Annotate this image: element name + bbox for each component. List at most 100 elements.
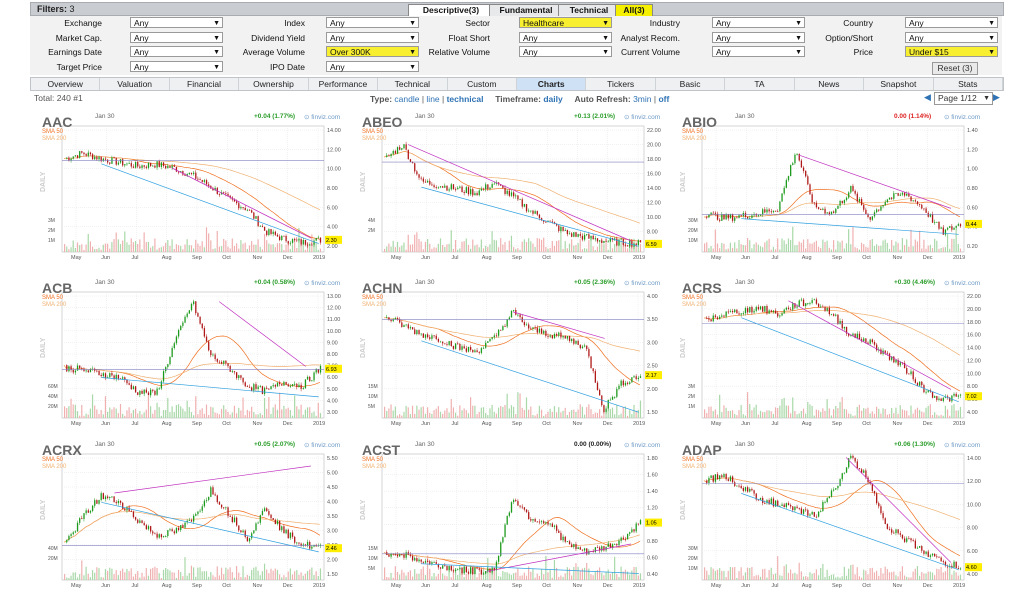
- filter-select-dividend-yield[interactable]: Any ▼: [326, 31, 419, 43]
- prev-page-icon[interactable]: ◀: [924, 92, 931, 102]
- volume-bar: [867, 407, 869, 418]
- ticker-symbol[interactable]: ADAP: [682, 442, 722, 458]
- volume-bar: [167, 240, 169, 252]
- volume-bar: [294, 571, 296, 580]
- ticker-symbol[interactable]: ACST: [362, 442, 401, 458]
- volume-bar: [934, 575, 936, 580]
- filter-select-price[interactable]: Under $15 ▼: [905, 46, 998, 57]
- view-tab-tickers[interactable]: Tickers: [586, 78, 656, 90]
- volume-bar: [109, 567, 111, 580]
- tab-descriptive[interactable]: Descriptive(3): [408, 4, 494, 16]
- stock-chart-acb[interactable]: 13.0012.0011.0010.009.008.007.006.005.00…: [32, 278, 352, 430]
- volume-bar: [205, 404, 208, 418]
- volume-bar: [294, 238, 296, 252]
- ticker-symbol[interactable]: ABIO: [682, 114, 717, 130]
- ticker-symbol[interactable]: ACRX: [42, 442, 82, 458]
- type-technical-link[interactable]: technical: [446, 94, 484, 104]
- candle: [566, 229, 569, 235]
- view-tab-performance[interactable]: Performance: [309, 78, 379, 90]
- volume-tick-label: 5M: [368, 566, 375, 572]
- filter-select-industry[interactable]: Any ▼: [712, 17, 805, 28]
- volume-bar: [435, 408, 437, 418]
- volume-bar: [229, 567, 231, 580]
- x-tick-label: Jul: [132, 583, 139, 589]
- stock-chart-acst[interactable]: 1.801.601.401.201.000.800.600.40MayJunJu…: [352, 440, 672, 592]
- candle: [452, 570, 455, 572]
- type-line-link[interactable]: line: [426, 94, 440, 104]
- view-tab-technical[interactable]: Technical: [378, 78, 448, 90]
- stock-chart-abeo[interactable]: 22.0020.0018.0016.0014.0012.0010.008.006…: [352, 112, 672, 264]
- candle: [599, 389, 601, 396]
- filter-select-index[interactable]: Any ▼: [326, 17, 419, 28]
- view-tab-basic[interactable]: Basic: [656, 78, 726, 90]
- tab-fundamental[interactable]: Fundamental: [489, 4, 563, 16]
- filter-select-ipo-date[interactable]: Any ▼: [326, 60, 419, 72]
- filter-select-relative-volume[interactable]: Any ▼: [519, 46, 612, 57]
- volume-bar: [736, 577, 738, 580]
- filter-select-option-short[interactable]: Any ▼: [905, 31, 998, 43]
- x-tick-label: Sep: [192, 583, 202, 589]
- volume-bar: [225, 240, 227, 252]
- volume-bar: [712, 568, 714, 580]
- refresh-3min-link[interactable]: 3min: [633, 94, 652, 104]
- candle: [944, 229, 947, 235]
- filter-select-current-volume[interactable]: Any ▼: [712, 46, 805, 57]
- filter-select-average-volume[interactable]: Over 300K ▼: [326, 46, 419, 57]
- filter-select-float-short[interactable]: Any ▼: [519, 31, 612, 43]
- filter-select-exchange[interactable]: Any ▼: [130, 17, 223, 28]
- refresh-off-link[interactable]: off: [658, 94, 670, 104]
- candle: [839, 320, 841, 324]
- reset-filters-button[interactable]: Reset (3): [932, 62, 978, 75]
- stock-chart-aac[interactable]: 14.00 12.00 10.00 8.00 6.00 4.00 2.00 May Jun Jul…: [32, 112, 352, 264]
- view-tab-ta[interactable]: TA: [725, 78, 795, 90]
- volume-bar: [886, 414, 888, 418]
- volume-bar: [848, 568, 850, 580]
- stock-chart-adap[interactable]: 14.00 12.00 10.00 8.00 6.00 4.00 May Jun Jul Aug S…: [672, 440, 992, 592]
- ticker-symbol[interactable]: AAC: [42, 114, 73, 130]
- volume-bar: [291, 574, 294, 580]
- filter-select-sector[interactable]: Healthcare ▼: [519, 17, 612, 28]
- volume-bar: [444, 410, 446, 418]
- ticker-symbol[interactable]: ACRS: [682, 280, 722, 296]
- view-tab-snapshot[interactable]: Snapshot: [864, 78, 934, 90]
- ticker-symbol[interactable]: ABEO: [362, 114, 403, 130]
- tab-all[interactable]: All(3): [615, 4, 653, 16]
- stock-chart-acrs[interactable]: 22.0020.0018.0016.0014.0012.0010.008.006…: [672, 278, 992, 430]
- candle: [240, 207, 242, 209]
- view-tab-overview[interactable]: Overview: [31, 78, 101, 90]
- volume-bar: [777, 407, 779, 418]
- timeframe-daily-link[interactable]: daily: [543, 94, 563, 104]
- candle: [955, 225, 957, 228]
- view-tab-stats[interactable]: Stats: [934, 78, 1003, 90]
- filter-select-analyst-recom-[interactable]: Any ▼: [712, 31, 805, 43]
- filter-select-target-price[interactable]: Any ▼: [130, 60, 223, 72]
- view-tab-charts[interactable]: Charts: [517, 78, 587, 90]
- view-tab-ownership[interactable]: Ownership: [239, 78, 309, 90]
- candle: [182, 322, 184, 326]
- view-tab-custom[interactable]: Custom: [448, 78, 517, 90]
- next-page-icon[interactable]: ▶: [993, 92, 1000, 102]
- filter-select-country[interactable]: Any ▼: [905, 17, 998, 28]
- view-tab-news[interactable]: News: [795, 78, 865, 90]
- candle: [568, 541, 571, 545]
- volume-bar: [772, 246, 774, 252]
- volume-bar: [437, 243, 439, 252]
- stock-chart-acrx[interactable]: 5.505.004.504.003.503.002.502.001.50MayJ…: [32, 440, 352, 592]
- filter-select-market-cap-[interactable]: Any ▼: [130, 31, 223, 43]
- stock-chart-abio[interactable]: 1.401.201.000.800.600.400.20MayJunJulAug…: [672, 112, 992, 264]
- view-tab-valuation[interactable]: Valuation: [100, 78, 170, 90]
- type-candle-link[interactable]: candle: [394, 94, 420, 104]
- view-tab-financial[interactable]: Financial: [170, 78, 240, 90]
- ticker-symbol[interactable]: ACB: [42, 280, 73, 296]
- filter-select-earnings-date[interactable]: Any ▼: [130, 46, 223, 57]
- volume-bar: [607, 249, 609, 252]
- volume-bar: [171, 239, 173, 252]
- ticker-symbol[interactable]: ACHN: [362, 280, 403, 296]
- stock-chart-achn[interactable]: 4.00 3.50 3.00 2.50 2.00 1.50 May Jun Jul Aug Sep O…: [352, 278, 672, 430]
- candle: [482, 188, 485, 190]
- candle: [901, 534, 904, 539]
- page-select[interactable]: Page 1/12 ▼: [934, 92, 993, 105]
- tab-technical[interactable]: Technical: [558, 4, 620, 16]
- volume-bar: [416, 232, 418, 252]
- volume-tick-label: 30M: [688, 218, 698, 224]
